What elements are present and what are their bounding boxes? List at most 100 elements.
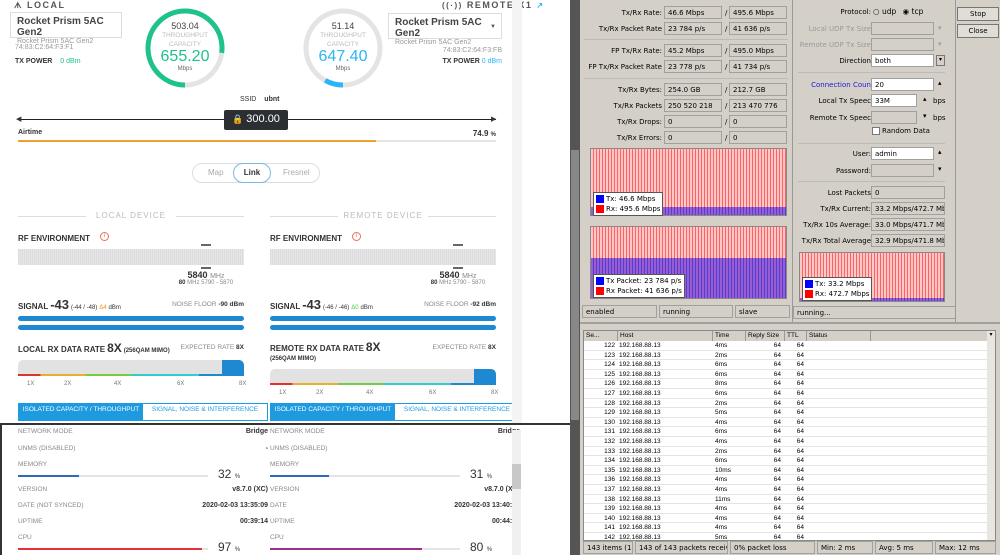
uptime-value: 00:44:13	[491, 518, 520, 525]
memory-value: 31	[470, 467, 484, 481]
column-header-blank[interactable]	[871, 331, 989, 341]
direction-select[interactable]: both	[871, 54, 934, 67]
window-scrollbar[interactable]	[570, 0, 580, 555]
wireless-icon: ((·))	[442, 1, 463, 10]
table-row[interactable]: 134 192.168.88.13 6ms 64 64	[584, 456, 989, 466]
table-row[interactable]: 131 192.168.88.13 6ms 64 64	[584, 427, 989, 437]
stop-button[interactable]: Stop	[957, 7, 999, 21]
table-row[interactable]: 136 192.168.88.13 4ms 64 64	[584, 475, 989, 485]
info-icon[interactable]: i	[352, 232, 361, 241]
table-row[interactable]: 126 192.168.88.13 8ms 64 64	[584, 379, 989, 389]
collapse-icon[interactable]: ▴	[938, 148, 942, 156]
table-row[interactable]: 142 192.168.88.13 5ms 64 64	[584, 533, 989, 540]
memory-value: 32	[218, 467, 232, 481]
dropdown-icon[interactable]: ▾	[923, 112, 927, 120]
table-row[interactable]: 137 192.168.88.13 4ms 64 64	[584, 485, 989, 495]
rate-tick: 8X	[491, 390, 499, 396]
signal-unit: dBm	[360, 305, 373, 311]
table-row[interactable]: 135 192.168.88.13 10ms 64 64	[584, 466, 989, 476]
content-scrollbar[interactable]	[512, 0, 522, 425]
local-header: ᗑ LOCAL	[14, 0, 66, 11]
stat-tx: 23 778 p/s	[664, 60, 722, 73]
rate-tick: 1X	[27, 381, 35, 387]
signal-label: SIGNAL	[270, 302, 301, 311]
random-data-checkbox[interactable]	[872, 127, 880, 135]
table-row[interactable]: 125 192.168.88.13 6ms 64 64	[584, 370, 989, 380]
dropdown-icon[interactable]: ▾	[938, 24, 942, 32]
local-tx-speed-input[interactable]: 33M	[871, 94, 917, 107]
expected-rate-value: 8X	[236, 344, 244, 351]
current-value: 33.2 Mbps/472.7 Mbps	[871, 202, 945, 215]
packet-rate-graph: Tx Packet: 23 784 p/s Rx Packet: 41 636 …	[590, 226, 787, 299]
ping-scrollbar[interactable]: ▾	[987, 331, 995, 540]
scrollbar-thumb[interactable]	[512, 464, 521, 489]
expected-rate-label: EXPECTED RATE	[432, 344, 487, 351]
table-row[interactable]: 123 192.168.88.13 2ms 64 64	[584, 351, 989, 361]
table-row[interactable]: 140 192.168.88.13 4ms 64 64	[584, 514, 989, 524]
table-row[interactable]: 132 192.168.88.13 4ms 64 64	[584, 437, 989, 447]
table-row[interactable]: 129 192.168.88.13 5ms 64 64	[584, 408, 989, 418]
remote-tx-speed-input[interactable]	[871, 111, 917, 124]
local-rf-spectrum[interactable]	[18, 249, 244, 265]
signal-noise-button[interactable]: SIGNAL, NOISE & INTERFERENCE	[403, 406, 511, 413]
rate-tick: 6X	[429, 390, 437, 396]
user-input[interactable]: admin	[871, 147, 934, 160]
column-header[interactable]: Host	[618, 331, 713, 341]
password-input[interactable]	[871, 164, 934, 177]
remote-device-select[interactable]: Rocket Prism 5AC Gen2 Rocket Prism 5AC G…	[388, 13, 502, 46]
column-header[interactable]: Status	[807, 331, 871, 341]
remote-rate-bar	[270, 369, 496, 383]
column-header[interactable]: TTL	[785, 331, 807, 341]
table-row[interactable]: 128 192.168.88.13 2ms 64 64	[584, 399, 989, 409]
network_mode-value: Bridge	[497, 428, 520, 435]
radio-tcp[interactable]: ◉ tcp	[902, 7, 924, 16]
throughput-graph: Tx: 33.2 Mbps Rx: 472.7 Mbps	[799, 252, 945, 302]
channel-band: MHz 5790 - 5870	[439, 280, 486, 286]
dropdown-icon[interactable]: ▾	[938, 165, 942, 173]
column-header[interactable]: Time	[713, 331, 746, 341]
table-row[interactable]: 130 192.168.88.13 4ms 64 64	[584, 418, 989, 428]
signal-noise-button[interactable]: SIGNAL, NOISE & INTERFERENCE	[151, 406, 259, 413]
gauge-capacity: 655.20	[160, 48, 210, 65]
rx-rate-value: 8X	[365, 340, 381, 354]
direction-dropdown-button[interactable]: ▾	[936, 55, 945, 66]
column-header[interactable]: Se...	[584, 331, 618, 341]
info-icon[interactable]: i	[100, 232, 109, 241]
local-rf-environment-label: RF ENVIRONMENT	[18, 234, 90, 243]
table-row[interactable]: 141 192.168.88.13 4ms 64 64	[584, 523, 989, 533]
tab-map[interactable]: Map	[208, 168, 224, 177]
bandwidth-test-window: Tx/Rx Rate: 46.6 Mbps / 495.6 Mbps Tx/Rx …	[580, 0, 1000, 555]
table-row[interactable]: 139 192.168.88.13 4ms 64 64	[584, 504, 989, 514]
remote-udp-size-input[interactable]	[871, 38, 934, 51]
table-row[interactable]: 124 192.168.88.13 6ms 64 64	[584, 360, 989, 370]
bps-label: bps	[933, 114, 946, 122]
collapse-icon[interactable]: ▴	[923, 95, 927, 103]
radio-udp[interactable]: ○ udp	[873, 7, 897, 16]
dropdown-icon[interactable]: ▾	[938, 40, 942, 48]
tab-fresnel[interactable]: Fresnel	[283, 168, 310, 177]
stat-label: Tx/Rx Bytes:	[617, 86, 662, 94]
remote-rf-spectrum[interactable]	[270, 249, 496, 265]
close-button[interactable]: Close	[957, 24, 999, 38]
cpu-bar	[18, 548, 208, 550]
info-scrollbar[interactable]	[512, 430, 521, 555]
remote-device-section-title: REMOTE DEVICE	[338, 211, 428, 220]
legend-rx: Rx: 472.7 Mbps	[815, 290, 870, 298]
table-row[interactable]: 127 192.168.88.13 6ms 64 64	[584, 389, 989, 399]
connection-count-input[interactable]: 20	[871, 78, 934, 91]
external-link-icon[interactable]: ↗	[536, 1, 545, 10]
gauge-unit: Mbps	[177, 66, 193, 72]
rx-rate-modulation: (256QAM MIMO)	[270, 356, 317, 362]
table-row[interactable]: 122 192.168.88.13 4ms 64 64	[584, 341, 989, 351]
isolated-capacity-button[interactable]: ISOLATED CAPACITY / THROUGHPUT	[19, 404, 143, 420]
table-row[interactable]: 133 192.168.88.13 2ms 64 64	[584, 447, 989, 457]
collapse-icon[interactable]: ▴	[938, 79, 942, 87]
rx-rate-label: LOCAL RX DATA RATE	[18, 345, 106, 354]
distance-badge[interactable]: 🔒 300.00 m	[224, 110, 288, 136]
local-udp-size-input[interactable]	[871, 22, 934, 35]
table-row[interactable]: 138 192.168.88.13 11ms 64 64	[584, 495, 989, 505]
noise-floor-value: -90 dBm	[218, 301, 244, 308]
isolated-capacity-button[interactable]: ISOLATED CAPACITY / THROUGHPUT	[271, 404, 395, 420]
tab-link[interactable]: Link	[233, 163, 271, 183]
column-header[interactable]: Reply Size	[746, 331, 785, 341]
